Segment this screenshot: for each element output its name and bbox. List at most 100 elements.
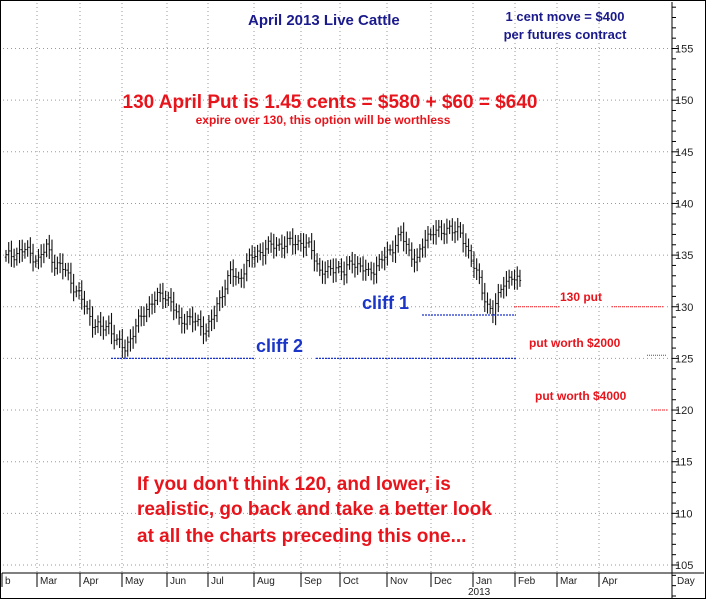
price-bar bbox=[483, 282, 486, 312]
price-bar bbox=[123, 339, 127, 360]
price-bar bbox=[69, 262, 73, 294]
price-bar bbox=[364, 259, 367, 281]
price-bar bbox=[7, 242, 10, 264]
contract-note-line-2: per futures contract bbox=[504, 27, 627, 42]
price-bar bbox=[380, 250, 384, 269]
price-bar bbox=[518, 269, 522, 287]
price-bar bbox=[278, 238, 281, 251]
price-bar bbox=[432, 225, 435, 245]
price-bar bbox=[326, 260, 330, 279]
price-bar bbox=[150, 293, 154, 315]
price-bar bbox=[99, 311, 102, 337]
y-tick-label: 135 bbox=[675, 250, 693, 262]
price-bar bbox=[234, 268, 238, 286]
price-bar bbox=[164, 290, 167, 308]
price-bar bbox=[448, 220, 451, 235]
price-bar bbox=[513, 269, 516, 290]
price-bar bbox=[102, 316, 105, 340]
price-bar bbox=[226, 270, 230, 295]
price-bar bbox=[140, 306, 143, 327]
price-bar bbox=[10, 240, 13, 267]
price-bar bbox=[191, 306, 194, 333]
price-bars bbox=[4, 217, 522, 360]
price-bar bbox=[253, 246, 257, 268]
price-bar bbox=[91, 306, 94, 338]
price-bar bbox=[334, 258, 338, 283]
price-bar bbox=[26, 240, 29, 257]
price-bar bbox=[315, 253, 319, 272]
price-bar bbox=[399, 225, 403, 242]
price-bar bbox=[502, 276, 505, 299]
price-bar bbox=[397, 227, 400, 253]
price-bar bbox=[156, 287, 159, 306]
x-tick-label: b bbox=[5, 576, 11, 587]
price-bar bbox=[410, 242, 413, 267]
x-tick-label: Apr bbox=[83, 576, 99, 587]
price-bar bbox=[296, 235, 300, 251]
price-bar bbox=[88, 299, 92, 326]
x-tick-label: Mar bbox=[560, 576, 578, 587]
price-bar bbox=[456, 217, 459, 241]
y-tick-label: 120 bbox=[675, 405, 693, 417]
price-bar bbox=[269, 232, 273, 253]
x-tick-label: Nov bbox=[390, 576, 408, 587]
price-bar bbox=[158, 283, 162, 303]
price-bar bbox=[505, 271, 508, 297]
price-bar bbox=[445, 218, 449, 244]
price-bar bbox=[121, 329, 124, 358]
price-bar bbox=[464, 233, 468, 257]
price-bar bbox=[131, 326, 135, 349]
price-bar bbox=[34, 255, 37, 268]
price-bar bbox=[215, 297, 219, 323]
price-bar bbox=[488, 298, 492, 314]
put-worth-2000-label: put worth $2000 bbox=[529, 336, 621, 350]
price-bar bbox=[429, 228, 432, 241]
price-bar bbox=[107, 315, 110, 335]
x-tick-label: Oct bbox=[343, 576, 359, 587]
price-bar bbox=[302, 233, 305, 258]
price-bar bbox=[453, 221, 457, 244]
price-bar bbox=[305, 234, 308, 257]
price-bar bbox=[421, 238, 424, 258]
price-bar bbox=[340, 258, 343, 281]
price-bar bbox=[280, 234, 284, 258]
price-bar bbox=[77, 282, 81, 300]
price-bar bbox=[359, 257, 362, 273]
price-bar bbox=[67, 262, 70, 281]
price-bar bbox=[221, 286, 224, 308]
price-bar bbox=[434, 220, 438, 245]
price-bar bbox=[202, 316, 205, 345]
price-bar bbox=[250, 245, 254, 268]
price-bar bbox=[261, 242, 265, 266]
price-bar bbox=[42, 243, 46, 264]
price-bar bbox=[240, 268, 243, 288]
price-bar bbox=[94, 319, 97, 335]
price-bar bbox=[180, 307, 184, 334]
price-bar bbox=[129, 329, 132, 352]
chart-title: April 2013 Live Cattle bbox=[248, 12, 400, 29]
price-bar bbox=[194, 312, 197, 331]
price-bar bbox=[507, 269, 511, 289]
price-bar bbox=[53, 254, 56, 276]
price-bar bbox=[85, 300, 89, 315]
price-bar bbox=[72, 273, 75, 302]
price-bar bbox=[461, 224, 465, 253]
price-bar bbox=[470, 244, 473, 268]
price-bar bbox=[499, 284, 503, 298]
price-bar bbox=[369, 261, 373, 281]
y-axis: 105 110 115 120 125 130 135 140 145 150 155 bbox=[672, 6, 693, 597]
x-tick-label: Apr bbox=[602, 576, 618, 587]
price-bar bbox=[267, 236, 270, 254]
x-tick-label: Mar bbox=[40, 576, 58, 587]
price-bar bbox=[383, 246, 386, 271]
x-tick-label: May bbox=[125, 576, 144, 587]
price-bar bbox=[329, 259, 332, 276]
price-bar bbox=[426, 226, 430, 249]
x-tick-label: Aug bbox=[257, 576, 275, 587]
price-bar bbox=[480, 270, 484, 301]
price-bar bbox=[491, 300, 495, 324]
y-tick-label: 150 bbox=[675, 95, 693, 107]
price-bar bbox=[172, 291, 175, 321]
price-bar bbox=[510, 270, 514, 286]
